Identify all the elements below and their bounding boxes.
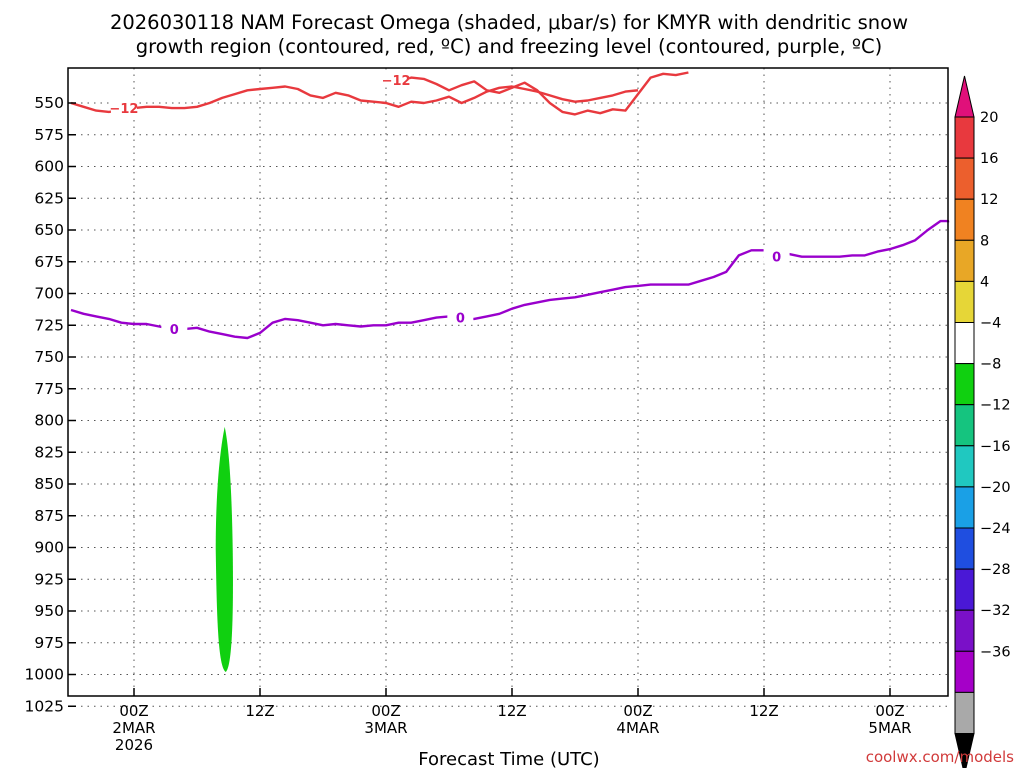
colorbar-swatch — [954, 157, 975, 200]
grid-lines — [68, 68, 948, 707]
x-tick-label: 12Z — [749, 702, 778, 720]
contour-label: 0 — [772, 251, 781, 266]
colorbar-label: −32 — [980, 603, 1011, 619]
x-tick-label: 00Z — [371, 702, 400, 720]
y-tick-label: 625 — [34, 189, 64, 207]
colorbar-swatch — [954, 568, 975, 611]
y-tick-label: 675 — [34, 253, 64, 271]
x-tick-label: 4MAR — [616, 719, 659, 737]
colorbar-label: −8 — [980, 357, 1001, 373]
contour-label: 0 — [170, 323, 179, 338]
y-tick-label: 950 — [34, 602, 64, 620]
dgz-contour-line-upper — [385, 71, 689, 116]
y-tick-label: 600 — [34, 158, 64, 176]
colorbar-label: 12 — [980, 192, 998, 208]
omega-shading — [215, 426, 233, 672]
colorbar-swatch — [954, 650, 975, 693]
y-tick-label: 1000 — [25, 666, 64, 684]
y-tick-label: 825 — [34, 443, 64, 461]
y-tick-label: 800 — [34, 412, 64, 430]
colorbar-top-arrow — [954, 75, 975, 118]
colorbar-swatch — [954, 609, 975, 652]
colorbar-swatch — [954, 404, 975, 447]
y-tick-label: 925 — [34, 570, 64, 588]
x-tick-label: 2026 — [115, 736, 153, 754]
colorbar-swatch — [954, 198, 975, 241]
colorbar-swatch — [954, 116, 975, 159]
contour-label-bg — [447, 309, 474, 325]
colorbar-label: −16 — [980, 439, 1011, 455]
x-tick-label: 12Z — [245, 702, 274, 720]
y-axis-ticks: 550 575 600 625 650 675 700 725 750 775 800 825 850 8… — [25, 94, 76, 715]
x-tick-label: 00Z — [875, 702, 904, 720]
colorbar-swatch — [954, 363, 975, 406]
colorbar-swatch — [954, 486, 975, 529]
chart-title-line1: 2026030118 NAM Forecast Omega (shaded, μ… — [110, 11, 908, 34]
freezing-level-line — [70, 219, 950, 340]
y-tick-label: 850 — [34, 475, 64, 493]
colorbar-label: −36 — [980, 644, 1011, 660]
contour-labels: 0 0 0 −12 −12 — [109, 72, 790, 338]
y-tick-label: 725 — [34, 316, 64, 334]
colorbar-label: 8 — [980, 233, 989, 249]
x-tick-label: 5MAR — [868, 719, 911, 737]
y-tick-label: 975 — [34, 634, 64, 652]
y-tick-label: 900 — [34, 539, 64, 557]
x-axis-label: Forecast Time (UTC) — [418, 749, 599, 768]
dgz-contour-line — [70, 85, 639, 114]
contour-label-bg — [763, 248, 790, 264]
contour-lines — [70, 71, 950, 340]
colorbar-label: 4 — [980, 274, 989, 290]
colorbar-label: −20 — [980, 480, 1011, 496]
contour-label-bg — [110, 100, 137, 116]
y-tick-label: 775 — [34, 380, 64, 398]
colorbar-label: −4 — [980, 316, 1001, 332]
y-tick-label: 875 — [34, 507, 64, 525]
colorbar: 20 16 12 8 4 −4 −8 −12 −16 −20 −24 −28 −32 −36 — [954, 75, 1011, 768]
x-tick-label: 12Z — [497, 702, 526, 720]
credit-text: coolwx.com/models — [866, 748, 1014, 766]
contour-label-bg — [161, 321, 188, 337]
y-tick-label: 750 — [34, 348, 64, 366]
colorbar-swatch — [954, 239, 975, 282]
colorbar-swatch — [954, 691, 975, 735]
y-tick-label: 650 — [34, 221, 64, 239]
contour-label: −12 — [109, 102, 138, 117]
chart-title-line2: growth region (contoured, red, ºC) and f… — [136, 35, 883, 58]
contour-label-bg — [383, 72, 410, 88]
colorbar-swatch — [954, 280, 975, 323]
omega-shade-region — [215, 426, 233, 672]
contour-label: −12 — [382, 74, 411, 89]
colorbar-bottom-arrow — [954, 733, 975, 768]
colorbar-label: 20 — [980, 110, 998, 126]
y-tick-label: 575 — [34, 126, 64, 144]
colorbar-label: −28 — [980, 562, 1011, 578]
plot-frame — [67, 67, 949, 697]
colorbar-swatch — [954, 445, 975, 488]
colorbar-label: −12 — [980, 398, 1011, 414]
colorbar-label: 16 — [980, 151, 998, 167]
y-tick-label: 700 — [34, 285, 64, 303]
x-tick-label: 00Z — [623, 702, 652, 720]
x-tick-label: 3MAR — [364, 719, 407, 737]
contour-label: 0 — [456, 312, 465, 327]
colorbar-swatch — [954, 527, 975, 570]
x-tick-label: 00Z — [119, 702, 148, 720]
y-tick-label: 1025 — [25, 697, 64, 715]
colorbar-label: −24 — [980, 521, 1011, 537]
colorbar-swatch — [954, 322, 975, 365]
x-tick-label: 2MAR — [112, 719, 155, 737]
y-tick-label: 550 — [34, 94, 64, 112]
